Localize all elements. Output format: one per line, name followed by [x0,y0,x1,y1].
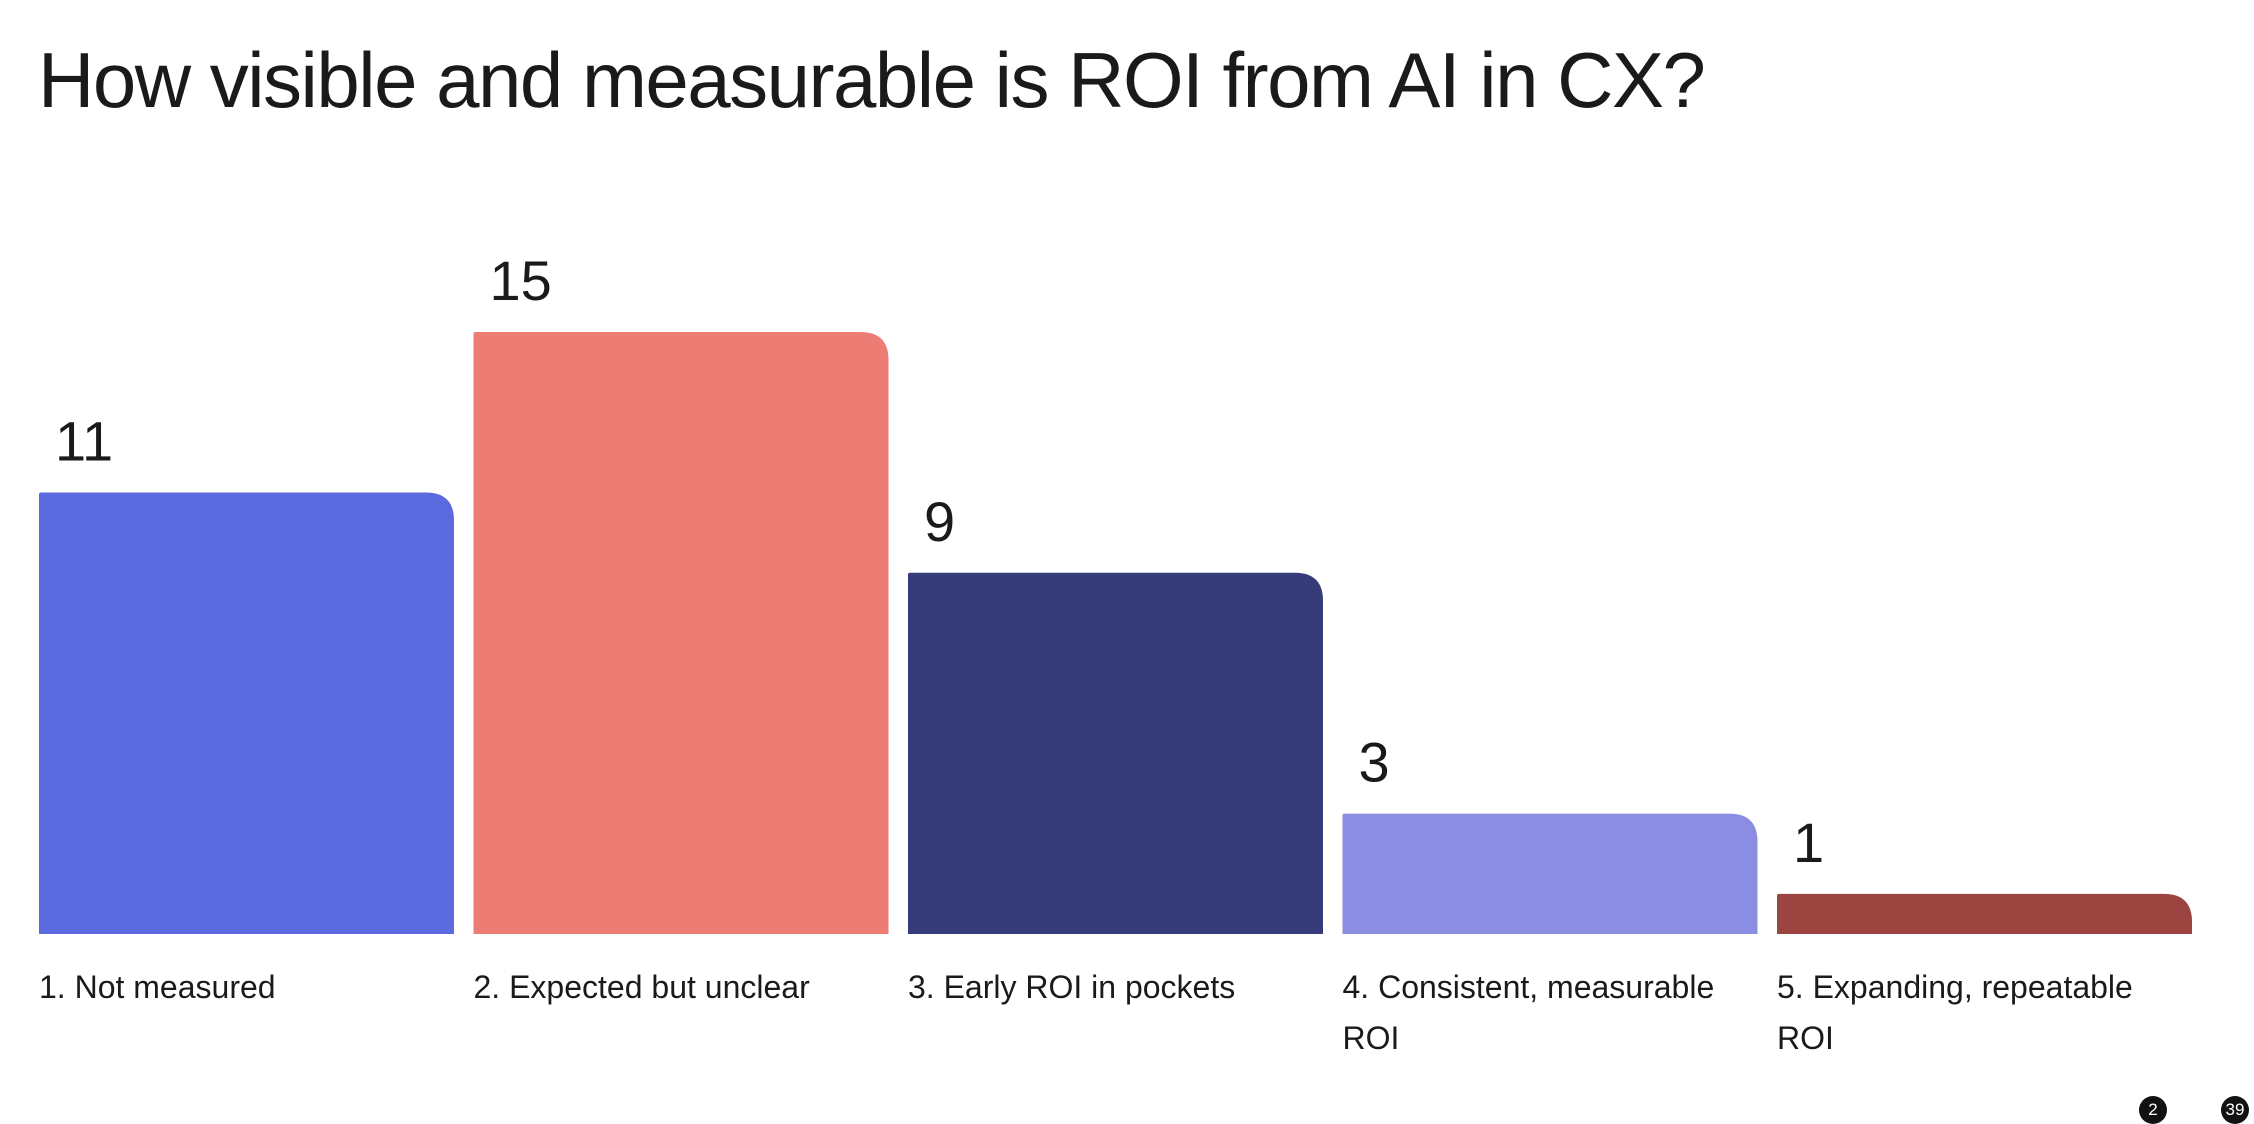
value-label-2: 15 [490,249,552,312]
bar-4 [1342,813,1758,934]
bar-2 [473,332,889,934]
bar-1 [39,492,454,934]
count-badge[interactable]: 39 [2221,1096,2249,1124]
category-label-5: 5. Expanding, repeatable ROI [1777,969,2133,1056]
bar-3 [908,572,1323,934]
value-label-5: 1 [1793,811,1824,874]
notification-badge[interactable]: 2 [2139,1096,2167,1124]
bar-5 [1777,893,2192,934]
value-label-3: 9 [924,490,955,553]
value-label-1: 11 [55,410,113,473]
category-label-4: 4. Consistent, measurable ROI [1342,969,1715,1056]
value-label-4: 3 [1359,731,1390,794]
category-label-2: 2. Expected but unclear [473,969,810,1005]
category-label-3: 3. Early ROI in pockets [908,969,1236,1005]
page-title: How visible and measurable is ROI from A… [38,36,1706,124]
category-label-1: 1. Not measured [39,969,276,1005]
